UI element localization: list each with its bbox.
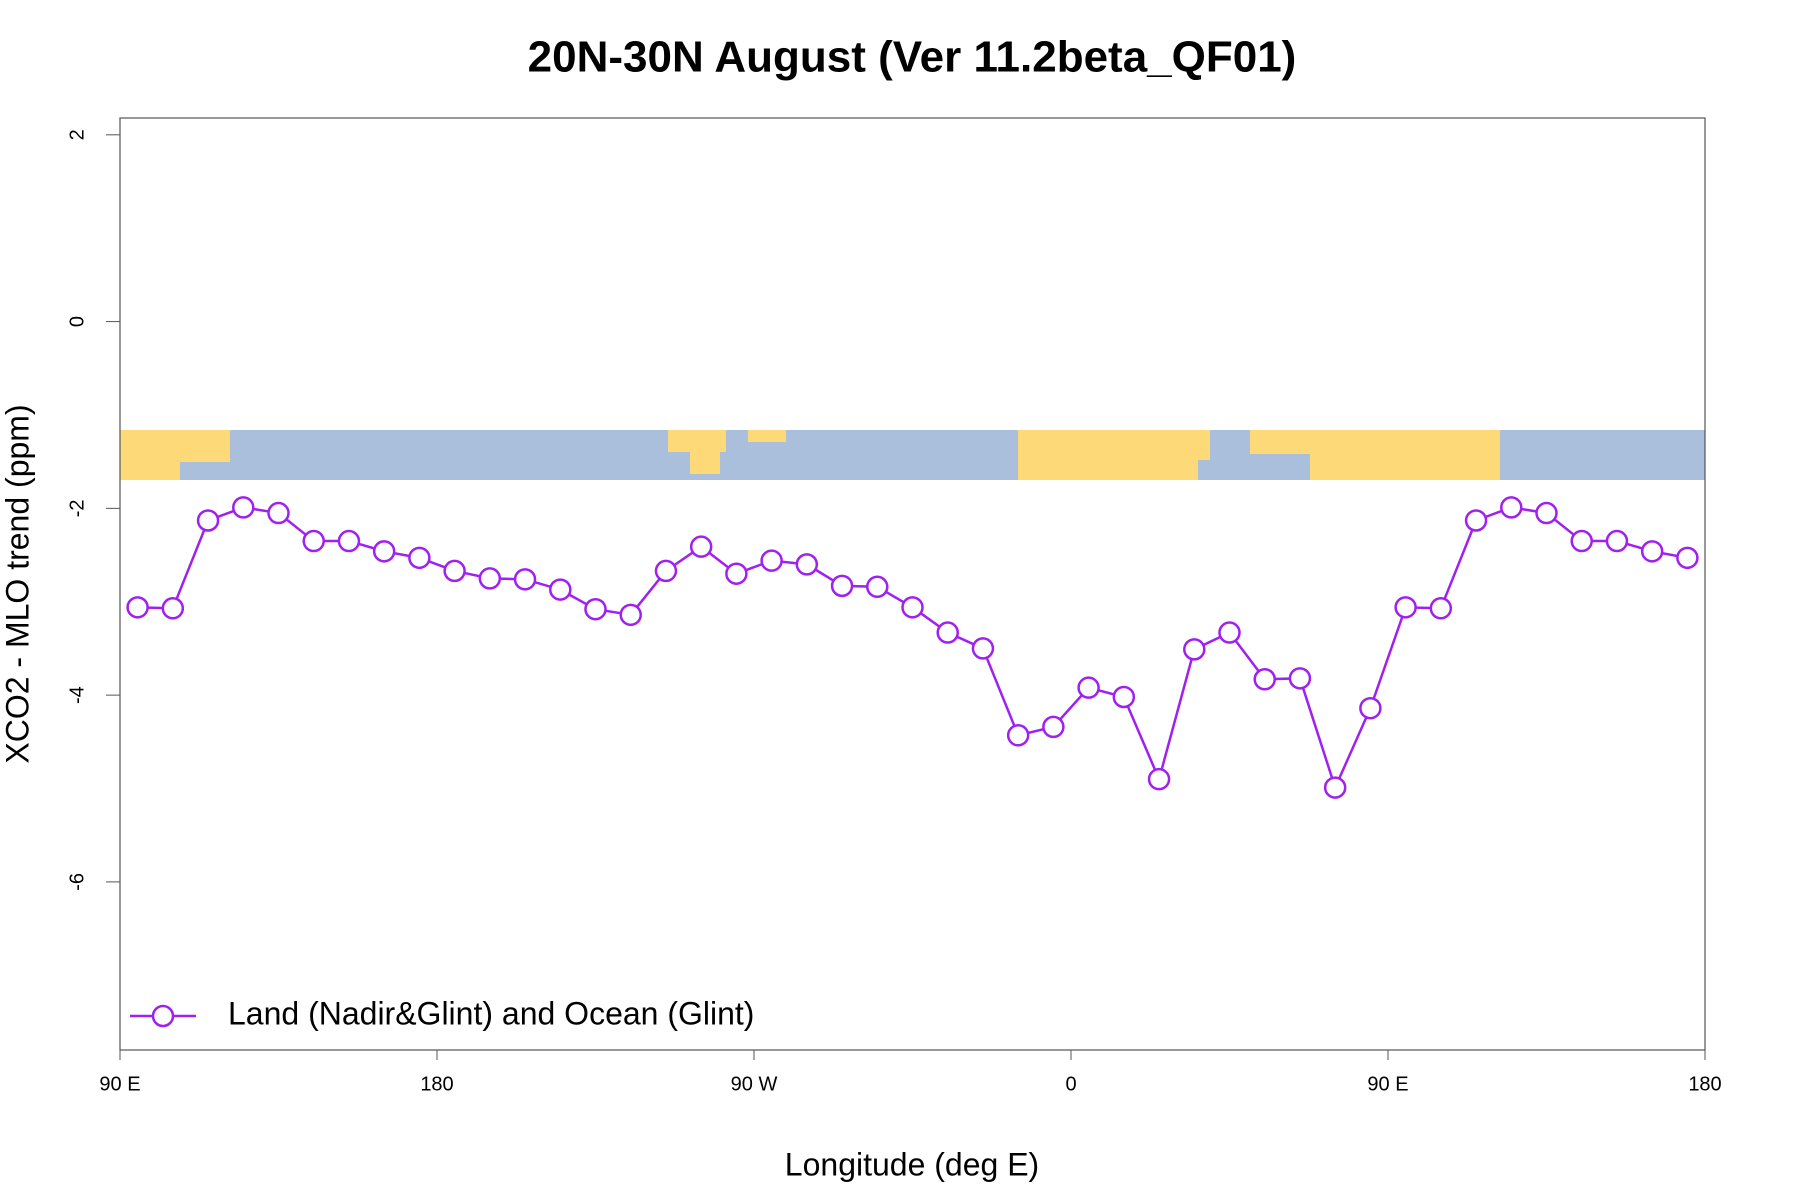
data-point [1394, 596, 1417, 619]
x-axis-label: Longitude (deg E) [785, 1146, 1039, 1182]
legend-label: Land (Nadir&Glint) and Ocean (Glint) [228, 995, 754, 1031]
x-tick-label: 180 [1688, 1073, 1721, 1095]
data-point [1570, 529, 1593, 553]
data-point [1605, 529, 1629, 553]
data-point [971, 637, 995, 660]
data-point [1218, 621, 1241, 644]
land [1250, 430, 1500, 454]
land [120, 462, 180, 480]
y-tick-label: 2 [66, 129, 88, 140]
chart-title: 20N-30N August (Ver 11.2beta_QF01) [528, 33, 1297, 82]
y-axis-label: XCO2 - MLO trend (ppm) [0, 404, 35, 763]
x-tick-label: 90 W [731, 1073, 778, 1095]
legend-marker [151, 1004, 175, 1028]
data-point [478, 567, 502, 590]
series-line [137, 506, 1688, 792]
land [690, 452, 720, 474]
data-point [1464, 509, 1488, 532]
data-point [866, 575, 889, 599]
data-point [1429, 597, 1453, 620]
data-point [725, 562, 748, 585]
land [1310, 454, 1500, 480]
data-point [830, 574, 854, 598]
land [1018, 430, 1198, 480]
data-point [1288, 667, 1312, 690]
y-tick-label: -6 [66, 873, 88, 891]
data-point [760, 549, 783, 572]
data-point [1500, 496, 1523, 519]
legend: Land (Nadir&Glint) and Ocean (Glint) [130, 995, 754, 1031]
data-point [549, 578, 572, 601]
data-point [1359, 696, 1382, 720]
data-point [654, 559, 678, 583]
data-point [795, 553, 819, 576]
data-point [689, 535, 713, 558]
x-tick-label: 90 E [1367, 1073, 1408, 1095]
data-point [1323, 776, 1347, 799]
plot-frame [119, 117, 1706, 1051]
data-point [1535, 501, 1558, 525]
data-point [1183, 638, 1206, 661]
data-point [1042, 715, 1065, 739]
data-point [584, 597, 607, 621]
land [120, 430, 230, 462]
data-point [161, 597, 185, 620]
y-tick-label: 0 [66, 316, 88, 327]
data-point [619, 603, 642, 627]
data-point [1077, 676, 1100, 699]
data-point [1676, 546, 1699, 570]
data-point [267, 501, 290, 525]
data-point [1006, 724, 1030, 747]
data-point [1640, 540, 1664, 563]
data-point [936, 621, 959, 644]
land [1198, 430, 1210, 460]
data-point [232, 496, 255, 519]
data-point [1253, 668, 1276, 691]
x-tick-label: 90 E [99, 1073, 140, 1095]
data-point [372, 540, 396, 563]
data-point [408, 546, 431, 570]
x-tick-label: 180 [420, 1073, 453, 1095]
data-point [901, 596, 924, 619]
x-tick-label: 0 [1065, 1073, 1076, 1095]
data-point [1147, 767, 1171, 791]
data-point [302, 529, 325, 553]
map-strip [120, 430, 1705, 480]
data-point [126, 596, 149, 619]
land [668, 430, 726, 452]
data-point [196, 509, 220, 532]
y-tick-label: -4 [66, 686, 88, 704]
y-tick-label: -2 [66, 499, 88, 517]
data-point [1112, 685, 1136, 709]
data-point [513, 568, 537, 591]
data-point [337, 529, 361, 553]
data-point [443, 559, 466, 583]
land [748, 430, 786, 442]
